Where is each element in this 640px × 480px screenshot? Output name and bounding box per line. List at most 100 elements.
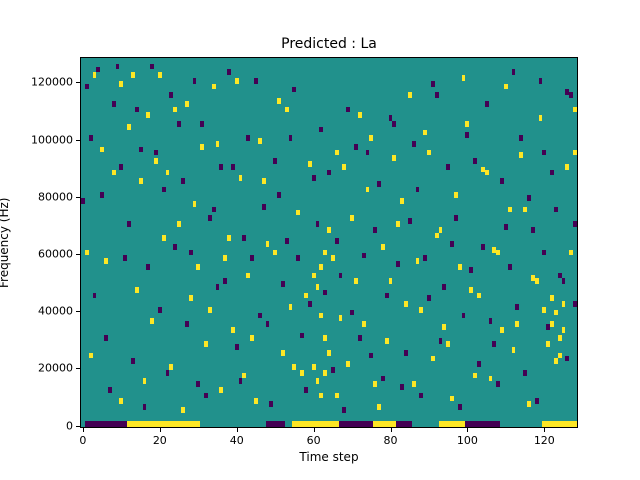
heatmap-cell bbox=[342, 406, 347, 413]
heatmap-cell bbox=[546, 341, 551, 347]
heatmap-cell bbox=[515, 304, 520, 310]
heatmap-cell bbox=[96, 66, 101, 73]
heatmap-cell bbox=[542, 149, 547, 156]
x-tick-label: 60 bbox=[306, 434, 321, 447]
heatmap-cell bbox=[88, 135, 93, 141]
heatmap-cell bbox=[188, 249, 193, 256]
heatmap-cell bbox=[315, 221, 320, 227]
heatmap-cell bbox=[307, 301, 312, 307]
heatmap-cell bbox=[546, 324, 551, 330]
heatmap-cell bbox=[511, 69, 516, 76]
heatmap-cell bbox=[423, 129, 428, 136]
heatmap-cell bbox=[323, 335, 328, 342]
y-tick-mark bbox=[76, 368, 80, 370]
heatmap-cell bbox=[561, 326, 566, 333]
heatmap-cell bbox=[138, 178, 143, 184]
heatmap-cell bbox=[388, 115, 393, 121]
heatmap-cell bbox=[496, 381, 501, 387]
heatmap-cell bbox=[380, 375, 385, 382]
heatmap-cell bbox=[227, 235, 231, 242]
heatmap-cell bbox=[154, 149, 158, 156]
x-tick-label: 80 bbox=[383, 434, 398, 447]
heatmap-cell bbox=[230, 163, 235, 170]
heatmap-cell bbox=[319, 312, 324, 319]
heatmap-cell bbox=[146, 112, 151, 119]
heatmap-cell bbox=[465, 120, 470, 127]
heatmap-cell bbox=[250, 255, 255, 262]
heatmap-cell bbox=[361, 252, 366, 259]
heatmap-cell bbox=[507, 263, 512, 270]
heatmap-cell bbox=[442, 324, 447, 330]
y-tick-label: 40000 bbox=[38, 304, 73, 318]
chart-title: Predicted : La bbox=[281, 36, 377, 52]
heatmap-cell bbox=[550, 295, 554, 302]
heatmap-cell bbox=[292, 421, 339, 427]
heatmap-cell bbox=[84, 421, 128, 427]
heatmap-cell bbox=[396, 221, 401, 227]
heatmap-cell bbox=[238, 378, 243, 385]
heatmap-cell bbox=[411, 140, 416, 147]
heatmap-cell bbox=[446, 163, 451, 170]
heatmap-cell bbox=[277, 192, 281, 199]
heatmap-cell bbox=[327, 169, 331, 176]
heatmap-cell bbox=[311, 272, 316, 279]
heatmap-cell bbox=[284, 238, 289, 244]
heatmap-cell bbox=[530, 275, 535, 282]
y-tick-label: 20000 bbox=[38, 361, 73, 375]
heatmap-cell bbox=[100, 146, 105, 153]
heatmap-cell bbox=[365, 186, 370, 193]
heatmap-cell bbox=[557, 335, 562, 342]
heatmap-cell bbox=[484, 100, 489, 107]
heatmap-cell bbox=[503, 223, 508, 230]
heatmap-cell bbox=[438, 421, 466, 427]
heatmap-cell bbox=[469, 286, 474, 293]
heatmap-cell bbox=[434, 92, 439, 99]
heatmap-cell bbox=[338, 272, 343, 279]
heatmap-cell bbox=[134, 286, 139, 293]
heatmap-cell bbox=[154, 158, 158, 164]
heatmap-cell bbox=[400, 198, 404, 204]
heatmap-cell bbox=[92, 72, 97, 79]
heatmap-cell bbox=[84, 83, 89, 90]
heatmap-cell bbox=[565, 89, 570, 96]
x-tick-mark bbox=[467, 428, 469, 432]
heatmap-cell bbox=[161, 186, 166, 193]
heatmap-cell bbox=[430, 355, 435, 362]
heatmap-cell bbox=[511, 346, 516, 353]
heatmap-cell bbox=[88, 352, 93, 359]
x-tick-label: 120 bbox=[533, 434, 555, 447]
heatmap-cell bbox=[473, 158, 478, 164]
heatmap-cell bbox=[392, 120, 397, 127]
heatmap-cell bbox=[119, 163, 124, 170]
heatmap-cell bbox=[350, 309, 354, 316]
heatmap-cell bbox=[515, 321, 520, 327]
y-tick-label: 80000 bbox=[38, 190, 73, 204]
heatmap-cell bbox=[188, 295, 193, 302]
heatmap-cell bbox=[165, 369, 170, 376]
heatmap-cell bbox=[561, 278, 566, 284]
heatmap-cell bbox=[261, 203, 266, 210]
heatmap-cell bbox=[527, 195, 531, 202]
y-tick-mark bbox=[76, 253, 80, 255]
heatmap-cell bbox=[165, 169, 170, 176]
heatmap-cell bbox=[453, 215, 458, 222]
heatmap-cell bbox=[373, 421, 397, 427]
heatmap-cell bbox=[92, 292, 97, 299]
heatmap-cell bbox=[323, 249, 328, 256]
heatmap-cell bbox=[450, 241, 454, 247]
heatmap-cell bbox=[573, 106, 577, 113]
heatmap-cell bbox=[465, 132, 470, 139]
heatmap-cell bbox=[461, 75, 466, 81]
heatmap-cell bbox=[215, 283, 220, 290]
heatmap-cell bbox=[177, 221, 181, 227]
heatmap-cell bbox=[553, 309, 558, 316]
heatmap-cell bbox=[246, 272, 251, 279]
y-tick-mark bbox=[76, 139, 80, 141]
heatmap-cell bbox=[538, 115, 543, 121]
heatmap-cell bbox=[400, 384, 404, 390]
heatmap-cell bbox=[396, 421, 412, 427]
heatmap-cell bbox=[227, 69, 231, 76]
heatmap-cell bbox=[250, 335, 255, 342]
heatmap-cell bbox=[384, 292, 389, 299]
